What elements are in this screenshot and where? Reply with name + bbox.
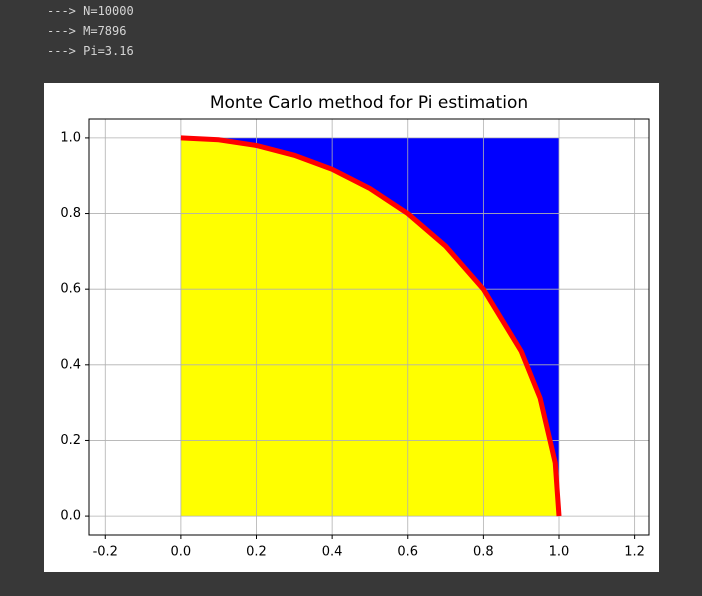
- circle-line: [180, 135, 562, 517]
- x-tick-label: 1.0: [549, 545, 570, 560]
- inside-points: [180, 137, 560, 517]
- chart: Monte Carlo method for Pi estimation -0.…: [44, 83, 659, 572]
- x-tick-label: 0.0: [171, 545, 192, 560]
- y-tick-label: 0.2: [60, 433, 81, 448]
- x-tick-label: 1.2: [624, 545, 645, 560]
- x-tick-label: 0.6: [397, 545, 418, 560]
- x-tick-label: 0.8: [473, 545, 494, 560]
- output-line: ---> N=10000: [47, 4, 134, 18]
- y-tick-label: 0.4: [60, 357, 81, 372]
- output-line: ---> Pi=3.16: [47, 44, 134, 58]
- y-tick-label: 0.6: [60, 282, 81, 297]
- x-tick-label: -0.2: [93, 545, 118, 560]
- x-tick-label: 0.2: [246, 545, 267, 560]
- plot-frame: [88, 118, 650, 536]
- output-line: ---> M=7896: [47, 24, 127, 38]
- y-tick-label: 0.0: [60, 509, 81, 524]
- y-tick-label: 1.0: [60, 130, 81, 145]
- chart-title: Monte Carlo method for Pi estimation: [210, 93, 528, 113]
- y-tick-label: 0.8: [60, 206, 81, 221]
- x-tick-label: 0.4: [322, 545, 343, 560]
